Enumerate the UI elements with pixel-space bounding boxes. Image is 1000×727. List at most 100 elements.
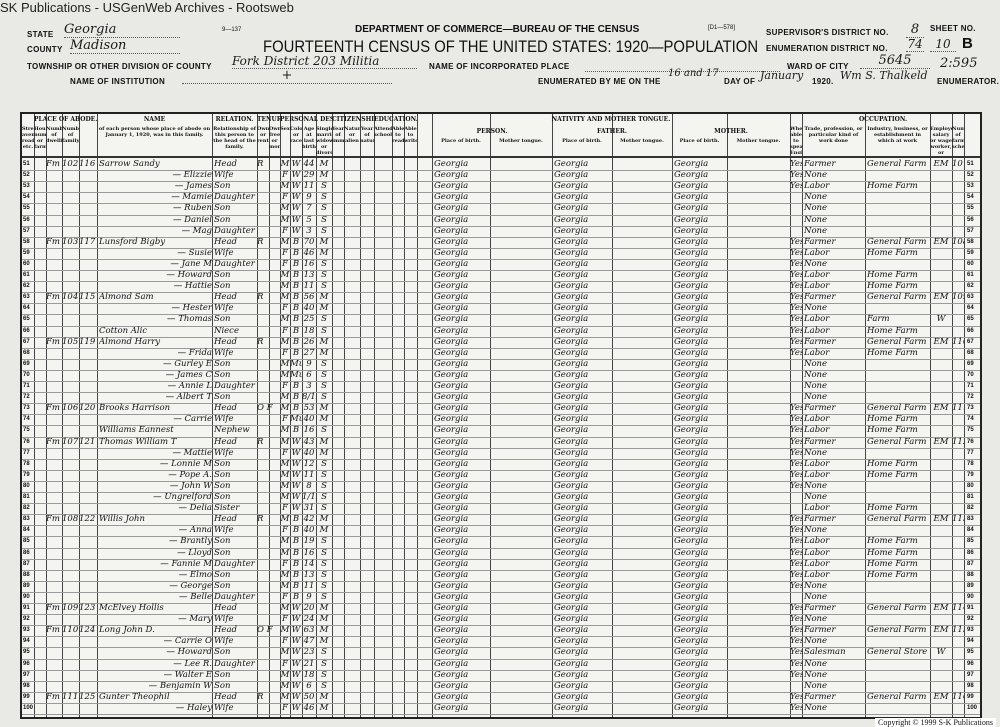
cell-relation: Daughter <box>214 658 255 669</box>
cell-father-birthplace: Georgia <box>554 591 589 602</box>
cell-mother-birthplace: Georgia <box>674 591 709 602</box>
cell-occupation: None <box>804 192 828 203</box>
row-divider <box>22 270 980 271</box>
cell-birthplace: Georgia <box>434 458 469 469</box>
cell-mother-birthplace: Georgia <box>674 658 709 669</box>
cell-marital-status: S <box>321 369 327 380</box>
column-divider <box>802 114 803 717</box>
line-number-left: 86 <box>23 549 30 556</box>
cell-age: 50 <box>303 691 315 702</box>
cell-marital-status: S <box>321 658 327 669</box>
cell-father-birthplace: Georgia <box>554 236 589 247</box>
line-number-left: 52 <box>23 172 30 179</box>
cell-sex: M <box>280 336 290 347</box>
cell-age: 8/12 <box>302 392 316 403</box>
subgroup-header-mother: MOTHER. <box>714 128 748 135</box>
column-header: Trade, profession, or particular kind of… <box>804 126 863 144</box>
cell-marital-status: S <box>321 669 327 680</box>
cell-color: B <box>292 525 300 536</box>
row-divider <box>22 614 980 616</box>
cell-speaks-english: Yes <box>790 525 802 536</box>
cell-industry: General Farm <box>867 292 927 303</box>
cell-relation: Head <box>214 236 237 247</box>
cell-sex: F <box>282 258 288 269</box>
column-header: Owned free or mortgaged <box>269 126 280 150</box>
township-label: TOWNSHIP OR OTHER DIVISION OF COUNTY <box>27 62 212 71</box>
cell-color: W <box>291 203 301 214</box>
cell-birthplace: Georgia <box>434 680 469 691</box>
line-number-left: 100 <box>23 704 34 711</box>
cell-speaks-english: Yes <box>790 469 802 480</box>
cell-relation: Daughter <box>214 192 255 203</box>
cell-color: B <box>292 580 300 591</box>
cell-mother-birthplace: Georgia <box>674 480 709 491</box>
cell-father-birthplace: Georgia <box>554 292 589 303</box>
group-header-relation: RELATION. <box>215 116 254 123</box>
enumerator-label: ENUMERATOR. <box>937 77 1000 86</box>
line-number-right: 54 <box>967 194 974 201</box>
line-number-left: 55 <box>23 205 30 212</box>
cell-relation: Wife <box>214 347 234 358</box>
cell-birthplace: Georgia <box>434 514 469 525</box>
line-number-left: 71 <box>23 383 30 389</box>
cell-sex: F <box>282 303 288 314</box>
cell-farm-schedule: 109 <box>952 292 964 303</box>
row-divider <box>22 292 980 294</box>
cell-father-birthplace: Georgia <box>554 325 589 336</box>
cell-farm-schedule: 116 <box>952 691 964 702</box>
cell-color: B <box>292 347 300 358</box>
cell-occupation: None <box>804 480 828 491</box>
cell-color: B <box>292 247 300 258</box>
cell-father-birthplace: Georgia <box>554 547 589 558</box>
cell-mother-birthplace: Georgia <box>674 236 709 247</box>
line-number-left: 57 <box>23 227 30 234</box>
cell-color: W <box>291 492 301 502</box>
column-header: Place of birth. <box>441 138 481 144</box>
line-number-left: 99 <box>23 693 30 700</box>
cell-occupation: Labor <box>804 458 830 469</box>
cell-speaks-english: Yes <box>790 258 802 269</box>
cell-relation: Son <box>214 358 231 369</box>
cell-tenure: R <box>257 691 264 702</box>
cell-father-birthplace: Georgia <box>554 536 589 547</box>
cell-marital-status: M <box>319 414 329 425</box>
cell-father-birthplace: Georgia <box>554 225 589 236</box>
cell-mother-birthplace: Georgia <box>674 691 709 702</box>
census-table: PLACE OF ABODE.NAMERELATION.TENURE.PERSO… <box>20 112 982 719</box>
row-divider <box>22 214 980 216</box>
column-divider <box>952 114 953 717</box>
cell-father-birthplace: Georgia <box>554 214 589 225</box>
line-number-left: 74 <box>23 416 30 423</box>
cell-marital-status: M <box>319 292 329 303</box>
cell-relation: Wife <box>214 636 234 647</box>
cell-marital-status: S <box>321 358 327 369</box>
line-number-right: 83 <box>967 516 974 523</box>
cell-industry: Home Farm <box>867 558 918 569</box>
cell-age: 46 <box>303 247 315 258</box>
cell-industry: Home Farm <box>867 247 918 258</box>
cell-speaks-english: Yes <box>790 536 802 547</box>
cell-relation: Wife <box>214 170 234 181</box>
cell-birthplace: Georgia <box>434 492 469 502</box>
cell-occupation: Labor <box>804 347 830 358</box>
cell-occupation: Labor <box>804 558 830 569</box>
cell-tenure: R <box>257 159 264 169</box>
cell-occupation: Labor <box>804 503 830 514</box>
cell-relation: Son <box>214 181 231 192</box>
line-number-right: 95 <box>967 649 974 656</box>
cell-age: 40 <box>303 447 315 458</box>
cell-age: 19 <box>303 536 315 547</box>
cell-father-birthplace: Georgia <box>554 203 589 214</box>
line-number-right: 82 <box>967 505 974 512</box>
column-header: Attended school <box>374 126 392 138</box>
cell-birthplace: Georgia <box>434 281 469 292</box>
column-header: Place of birth. <box>562 138 602 144</box>
cell-relation: Wife <box>214 414 234 425</box>
cell-birthplace: Georgia <box>434 447 469 458</box>
cell-birthplace: Georgia <box>434 480 469 491</box>
line-number-left: 78 <box>23 460 30 467</box>
cell-birthplace: Georgia <box>434 181 469 192</box>
cell-age: 26 <box>303 336 315 347</box>
row-divider <box>22 680 980 682</box>
row-divider <box>22 447 980 449</box>
